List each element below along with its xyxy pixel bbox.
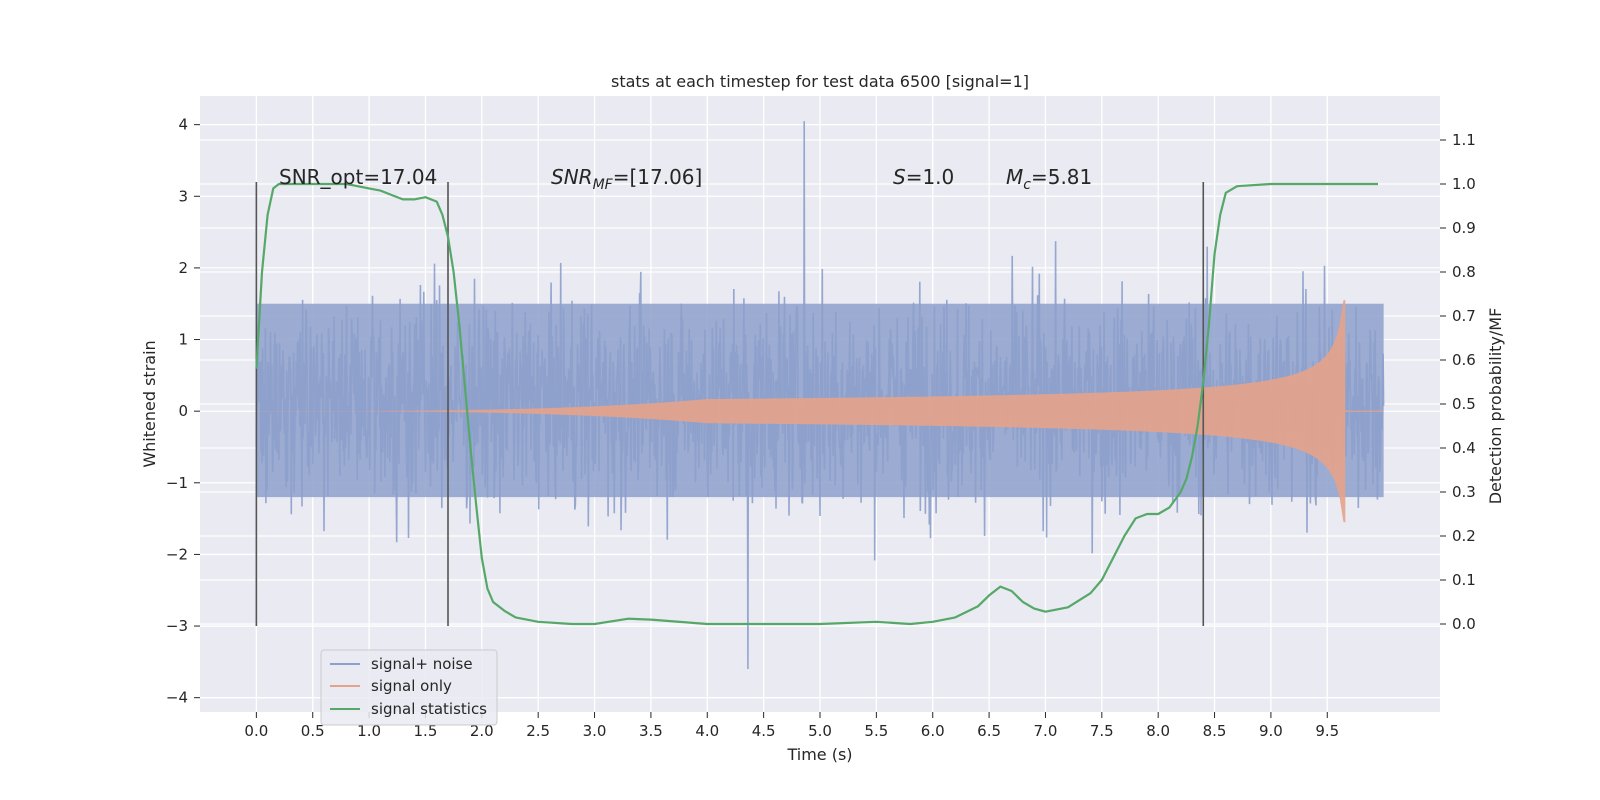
x-tick-label: 3.0	[583, 722, 607, 740]
x-tick-label: 0.0	[244, 722, 268, 740]
y-axis-ticks: 4 3 2 1 0 −1 −2 −3 −4	[166, 116, 200, 707]
legend-label-signal-only: signal only	[371, 677, 452, 695]
y2-tick-label: 0.5	[1452, 395, 1476, 413]
signal-statistics-series	[255, 182, 1378, 626]
x-tick-label: 4.5	[752, 722, 776, 740]
x-tick-label: 9.5	[1315, 722, 1339, 740]
y2-tick-label: 0.6	[1452, 351, 1476, 369]
y-tick-label: −4	[166, 689, 188, 707]
legend: signal+ noise signal only signal statist…	[320, 649, 498, 726]
x-tick-label: 8.0	[1146, 722, 1170, 740]
legend-label-signal-statistics: signal statistics	[371, 700, 487, 718]
x-tick-label: 6.5	[977, 722, 1001, 740]
y-tick-label: −3	[166, 617, 188, 635]
x-tick-label: 1.0	[357, 722, 381, 740]
annotation-snr-mf: SNRMF=[17.06]	[551, 165, 702, 193]
y2-tick-label: 0.4	[1452, 439, 1476, 457]
x-tick-label: 5.0	[808, 722, 832, 740]
x-axis-ticks: 0.0 0.5 1.0 1.5 2.0 2.5 3.0 3.5 4.0 4.5 5.0 5.5 6.0 6…	[244, 712, 1339, 740]
x-tick-label: 7.5	[1090, 722, 1114, 740]
x-tick-label: 2.0	[470, 722, 494, 740]
annotation-mc: Mc=5.81	[1006, 165, 1092, 193]
vertical-markers	[255, 181, 1205, 627]
y-tick-label: −2	[166, 545, 188, 563]
y-tick-label: 4	[178, 116, 188, 134]
signal-only-series	[256, 300, 1384, 523]
y-tick-label: 3	[178, 187, 188, 205]
x-tick-label: 9.0	[1259, 722, 1283, 740]
y2-tick-label: 1.0	[1452, 175, 1476, 193]
y2-tick-label: 0.8	[1452, 263, 1476, 281]
x-tick-label: 0.5	[301, 722, 325, 740]
y2-tick-label: 0.7	[1452, 307, 1476, 325]
legend-label-signal-noise: signal+ noise	[371, 655, 473, 673]
x-tick-label: 1.5	[414, 722, 438, 740]
y2-tick-label: 0.3	[1452, 483, 1476, 501]
x-axis-label: Time (s)	[786, 745, 852, 764]
x-tick-label: 5.5	[864, 722, 888, 740]
y-axis-label: Whitened strain	[140, 340, 159, 467]
annotation-snr-opt: SNR_opt=17.04	[279, 165, 437, 189]
signal-statistics-line	[255, 182, 1378, 626]
y-tick-label: 0	[178, 402, 188, 420]
y2-tick-label: 0.9	[1452, 219, 1476, 237]
chart-title: stats at each timestep for test data 650…	[611, 72, 1029, 91]
y2-axis-label: Detection probability/MF	[1486, 308, 1505, 505]
signal-only-envelope	[256, 300, 1346, 523]
y2-tick-label: 0.0	[1452, 615, 1476, 633]
x-tick-label: 8.5	[1203, 722, 1227, 740]
x-tick-label: 3.5	[639, 722, 663, 740]
y2-tick-label: 0.2	[1452, 527, 1476, 545]
y2-axis-ticks: 1.1 1.0 0.9 0.8 0.7 0.6 0.5 0.4 0.3 0.2 0.1 0.0	[1440, 131, 1476, 633]
x-tick-label: 6.0	[921, 722, 945, 740]
x-tick-label: 7.0	[1034, 722, 1058, 740]
y-tick-label: 2	[178, 259, 188, 277]
x-tick-label: 4.0	[695, 722, 719, 740]
y2-tick-label: 0.1	[1452, 571, 1476, 589]
y2-tick-label: 1.1	[1452, 131, 1476, 149]
y-tick-label: −1	[166, 474, 188, 492]
legend-box	[320, 649, 498, 726]
annotation-s: S=1.0	[893, 165, 954, 189]
x-tick-label: 2.5	[526, 722, 550, 740]
y-tick-label: 1	[178, 331, 188, 349]
